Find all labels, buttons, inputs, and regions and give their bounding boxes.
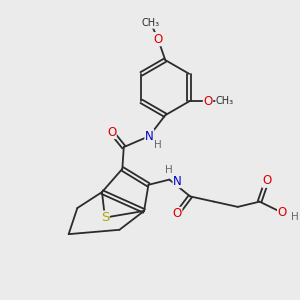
Text: CH₃: CH₃ [216,96,234,106]
Text: O: O [172,207,182,220]
Text: O: O [153,33,163,46]
Text: CH₃: CH₃ [142,18,160,28]
Text: O: O [278,206,287,219]
Text: O: O [107,125,116,139]
Text: H: H [290,212,298,222]
Text: N: N [173,175,182,188]
Text: N: N [145,130,154,142]
Text: H: H [154,140,161,150]
Text: S: S [101,211,109,224]
Text: H: H [166,165,173,175]
Text: O: O [262,174,272,187]
Text: O: O [203,95,213,108]
